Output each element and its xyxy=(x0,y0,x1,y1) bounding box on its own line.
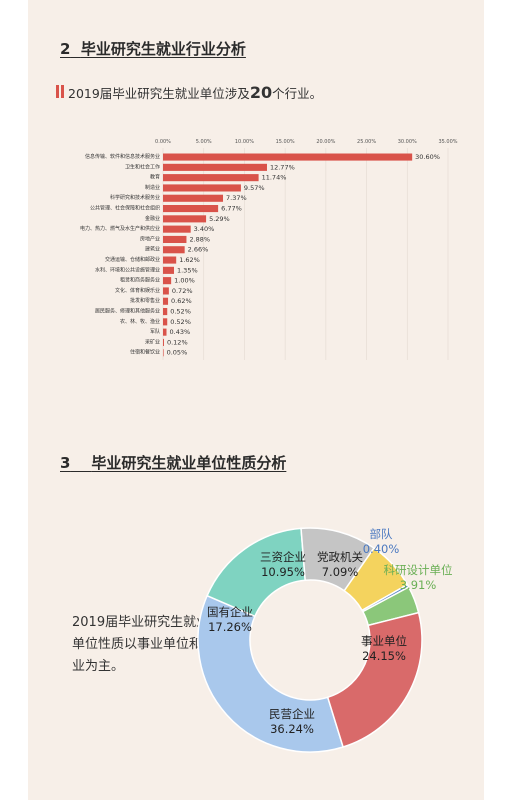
bar xyxy=(163,349,164,357)
bar xyxy=(163,297,169,305)
bar-value-label: 0.52% xyxy=(170,308,191,316)
x-tick-label: 5.00% xyxy=(196,139,212,145)
employer-type-note: 2019届毕业研究生就业单位性质以事业单位和企业为主。 xyxy=(72,615,216,674)
bar xyxy=(163,153,413,161)
bar xyxy=(163,235,187,243)
section3-title: 毕业研究生就业单位性质分析 xyxy=(91,454,287,472)
x-tick-label: 15.00% xyxy=(276,139,295,145)
slice-value-label: 3.91% xyxy=(400,578,437,592)
bar xyxy=(163,328,167,336)
slice-value-label: 10.95% xyxy=(261,565,305,579)
subtitle-pre: 2019届毕业研究生就业单位涉及 xyxy=(68,86,250,101)
slice-label: 党政机关 xyxy=(317,550,363,564)
bar-value-label: 0.62% xyxy=(171,297,192,305)
bar xyxy=(163,338,164,346)
slice-value-label: 0.40% xyxy=(363,542,400,556)
slice-label: 三资企业 xyxy=(260,550,306,564)
donut-slice xyxy=(326,611,423,748)
x-tick-label: 20.00% xyxy=(316,139,335,145)
category-label: 农、林、牧、渔业 xyxy=(120,318,160,325)
category-label: 住宿和餐饮业 xyxy=(130,349,160,356)
bar xyxy=(163,308,168,316)
section2-subtitle: 2019届毕业研究生就业单位涉及20个行业。 xyxy=(68,83,322,102)
bar-value-label: 0.12% xyxy=(167,338,188,346)
bar xyxy=(163,225,191,233)
category-label: 建筑业 xyxy=(145,246,160,253)
bar-value-label: 1.62% xyxy=(179,256,200,264)
bar-value-label: 12.77% xyxy=(270,163,295,171)
bar xyxy=(163,287,169,295)
category-label: 公共管理、社会保障和社会组织 xyxy=(90,205,160,212)
bar xyxy=(163,318,168,326)
category-label: 采矿业 xyxy=(145,338,160,345)
category-label: 信息传输、软件和信息技术服务业 xyxy=(85,153,160,160)
category-label: 房地产业 xyxy=(140,235,160,242)
bar-value-label: 0.05% xyxy=(167,349,188,357)
x-tick-label: 0.00% xyxy=(155,139,171,145)
slice-label: 事业单位 xyxy=(361,634,407,648)
bar-value-label: 30.60% xyxy=(415,153,440,161)
bar-value-label: 11.74% xyxy=(262,174,287,182)
category-label: 交通运输、仓储和邮政业 xyxy=(105,256,160,263)
x-tick-label: 25.00% xyxy=(357,139,376,145)
bar xyxy=(163,184,241,192)
bar xyxy=(163,277,172,285)
bar-value-label: 1.00% xyxy=(174,277,195,285)
category-label: 批发和零售业 xyxy=(130,297,160,304)
x-tick-label: 10.00% xyxy=(235,139,254,145)
bar-value-label: 0.72% xyxy=(172,287,193,295)
bar xyxy=(163,256,177,264)
bar xyxy=(163,246,185,254)
category-label: 金融业 xyxy=(145,215,160,222)
category-label: 制造业 xyxy=(145,184,160,191)
category-label: 文化、体育和娱乐业 xyxy=(115,287,160,294)
bar-value-label: 2.66% xyxy=(188,246,209,254)
bar-value-label: 0.52% xyxy=(170,318,191,326)
bar xyxy=(163,174,259,182)
section2-number: 2 xyxy=(60,40,71,58)
slice-value-label: 7.09% xyxy=(322,565,359,579)
bar-value-label: 6.77% xyxy=(221,205,242,213)
category-label: 军队 xyxy=(150,328,160,335)
bar-value-label: 5.29% xyxy=(209,215,230,223)
bar-value-label: 0.43% xyxy=(170,328,191,336)
slice-label: 国有企业 xyxy=(207,605,253,619)
slice-label: 部队 xyxy=(370,527,393,541)
slice-label: 科研设计单位 xyxy=(384,563,453,577)
accent-bar-left xyxy=(56,85,59,98)
bar-value-label: 1.35% xyxy=(177,266,198,274)
category-label: 教育 xyxy=(150,174,160,181)
category-label: 居民服务、修理和其他服务业 xyxy=(95,308,160,315)
bar xyxy=(163,194,224,202)
x-tick-label: 35.00% xyxy=(438,139,457,145)
category-label: 电力、热力、燃气及水生产和供应业 xyxy=(80,225,160,232)
slice-label: 民营企业 xyxy=(269,707,315,721)
bar-value-label: 2.88% xyxy=(189,235,210,243)
bar-value-label: 7.37% xyxy=(226,194,247,202)
subtitle-post: 个行业。 xyxy=(272,86,323,101)
section2-title: 毕业研究生就业行业分析 xyxy=(80,40,246,58)
subtitle-number: 20 xyxy=(249,83,273,102)
slice-value-label: 24.15% xyxy=(362,649,406,663)
x-tick-label: 30.00% xyxy=(398,139,417,145)
slice-value-label: 17.26% xyxy=(208,620,252,634)
section3-number: 3 xyxy=(60,454,71,472)
bar xyxy=(163,205,219,213)
category-label: 卫生和社会工作 xyxy=(125,163,160,170)
bar xyxy=(163,163,267,171)
category-label: 租赁和商务服务业 xyxy=(120,277,160,284)
section2-heading: 2 毕业研究生就业行业分析 xyxy=(60,38,246,59)
bar xyxy=(163,215,207,223)
accent-bar-right xyxy=(61,85,64,98)
bar-value-label: 3.40% xyxy=(194,225,215,233)
bar-value-label: 9.57% xyxy=(244,184,265,192)
category-label: 水利、环境和公共设施管理业 xyxy=(95,266,160,273)
category-label: 科学研究和技术服务业 xyxy=(110,194,160,201)
slice-value-label: 36.24% xyxy=(270,722,314,736)
bar xyxy=(163,266,174,274)
section3-heading: 3 毕业研究生就业单位性质分析 xyxy=(60,452,286,473)
donut-slice xyxy=(197,594,345,753)
